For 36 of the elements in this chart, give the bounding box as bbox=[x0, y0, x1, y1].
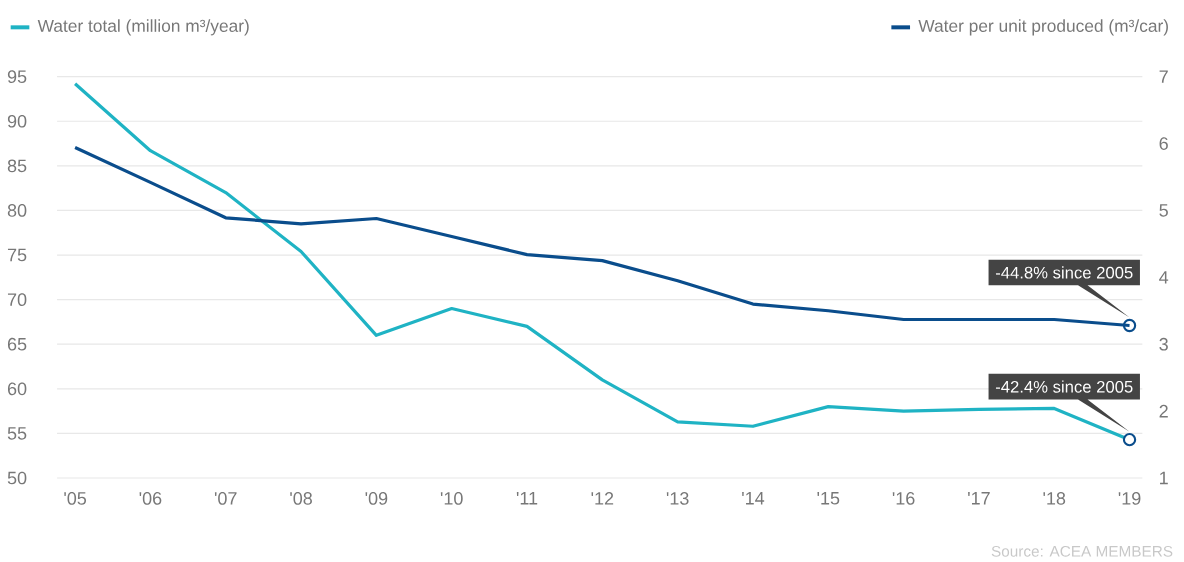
x-tick-label: '10 bbox=[440, 492, 463, 505]
x-tick-label: '05 bbox=[64, 492, 87, 505]
y-tick-label: 60 bbox=[7, 382, 27, 396]
x-tick-label: '11 bbox=[516, 492, 538, 505]
y-tick-label: 65 bbox=[7, 337, 27, 351]
y-tick-label: 90 bbox=[7, 114, 27, 128]
x-tick-label: '18 bbox=[1043, 492, 1066, 505]
x-tick-label: '08 bbox=[290, 492, 312, 505]
x-tick-label: '13 bbox=[666, 492, 689, 505]
y2-tick-label: 5 bbox=[1159, 204, 1168, 217]
x-tick-label: '16 bbox=[892, 492, 915, 505]
y-tick-label: 95 bbox=[7, 70, 27, 84]
y-tick-label: 85 bbox=[7, 159, 27, 173]
x-tick-label: '14 bbox=[742, 492, 765, 505]
y-tick-label: 70 bbox=[7, 293, 27, 306]
y2-tick-label: 4 bbox=[1159, 271, 1169, 284]
legend-label: Water per unit produced (m³/car) bbox=[918, 19, 1168, 36]
y2-tick-label: 3 bbox=[1159, 337, 1168, 351]
annotation: -44.8% since 2005 bbox=[995, 266, 1133, 279]
x-tick-label: '19 bbox=[1118, 492, 1141, 505]
x-tick-label: '15 bbox=[817, 492, 840, 505]
x-tick-label: '09 bbox=[365, 492, 388, 505]
y2-tick-label: 7 bbox=[1159, 70, 1168, 83]
legend-label: Water total (million m³/year) bbox=[37, 19, 249, 36]
x-tick-label: '12 bbox=[591, 492, 614, 505]
x-tick-label: '07 bbox=[214, 492, 237, 505]
x-tick-label: '06 bbox=[139, 492, 162, 505]
y-tick-label: 75 bbox=[7, 248, 27, 262]
y-tick-label: 50 bbox=[7, 471, 27, 485]
annotation: -42.4% since 2005 bbox=[995, 380, 1133, 393]
y-tick-label: 80 bbox=[7, 204, 27, 217]
x-tick-label: '17 bbox=[968, 492, 990, 505]
y-tick-label: 55 bbox=[7, 427, 27, 440]
y2-tick-label: 6 bbox=[1159, 137, 1168, 150]
y2-tick-label: 1 bbox=[1160, 471, 1168, 485]
y2-tick-label: 2 bbox=[1159, 404, 1168, 418]
